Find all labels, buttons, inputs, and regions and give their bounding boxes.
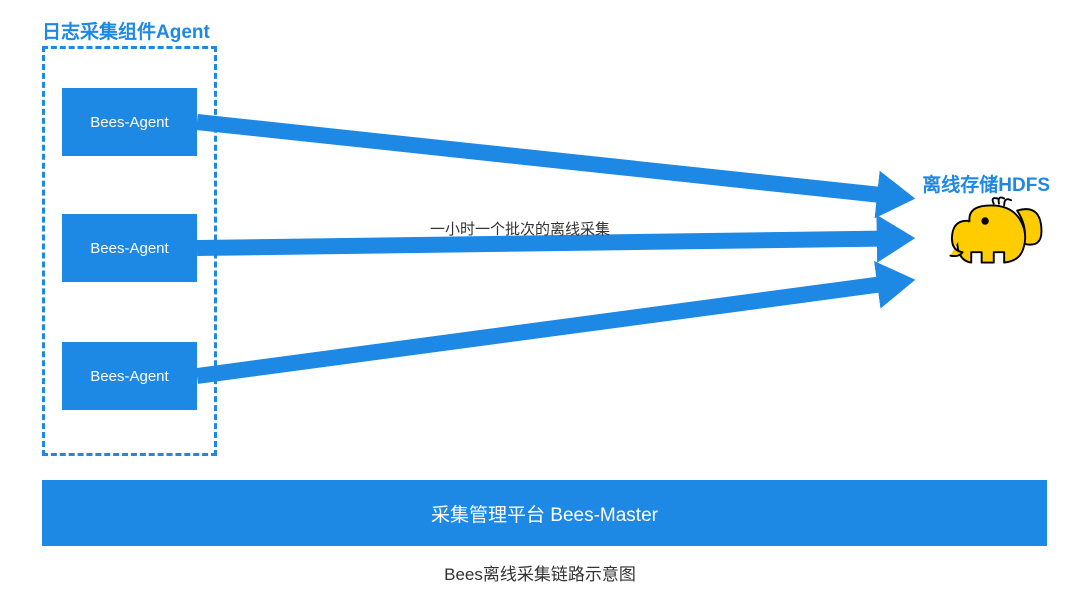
hdfs-elephant-icon xyxy=(943,195,1048,273)
agent-box-0: Bees-Agent xyxy=(62,88,197,156)
arrow-0 xyxy=(197,122,903,197)
hdfs-title: 离线存储HDFS xyxy=(922,170,1050,197)
diagram-caption: Bees离线采集链路示意图 xyxy=(0,560,1080,585)
bottom-bar: 采集管理平台 Bees-Master xyxy=(42,480,1047,546)
arrow-1 xyxy=(197,238,902,248)
agent-box-2: Bees-Agent xyxy=(62,342,197,410)
agent-group-title: 日志采集组件Agent xyxy=(42,17,210,44)
agent-box-1: Bees-Agent xyxy=(62,214,197,282)
arrow-2 xyxy=(197,281,903,376)
bottom-bar-label: 采集管理平台 Bees-Master xyxy=(431,500,658,527)
arrow-label: 一小时一个批次的离线采集 xyxy=(430,218,610,239)
